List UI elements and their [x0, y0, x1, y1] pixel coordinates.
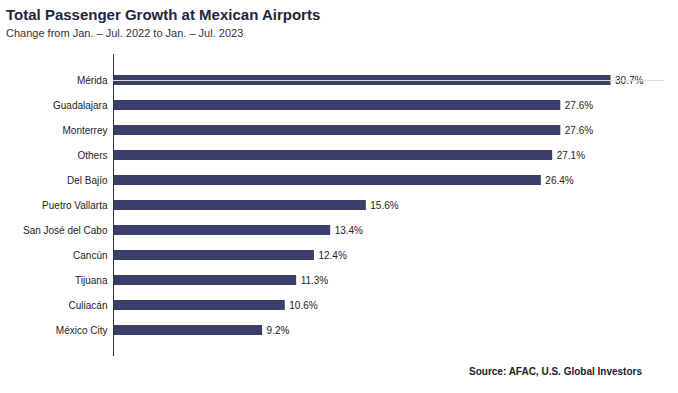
svg-text:Tijuana: Tijuana — [75, 275, 108, 286]
svg-text:México City: México City — [56, 325, 108, 336]
svg-text:12.4%: 12.4% — [318, 250, 346, 261]
svg-text:Del Bajío: Del Bajío — [67, 175, 108, 186]
html-text:Total Passenger Growth at Mexi: Total Passenger Growth at Mexican Airpor… — [6, 6, 321, 23]
svg-text:30.7%: 30.7% — [615, 74, 644, 86]
svg-text:11.3%: 11.3% — [301, 275, 329, 286]
svg-text:27.1%: 27.1% — [557, 150, 585, 161]
html-text:Change from Jan. – Jul. 2022 t: Change from Jan. – Jul. 2022 to Jan. – J… — [6, 27, 244, 39]
svg-text:Guadalajara: Guadalajara — [53, 100, 108, 111]
svg-text:13.4%: 13.4% — [335, 225, 363, 236]
svg-text:15.6%: 15.6% — [370, 200, 398, 211]
svg-text:Puetro Vallarta: Puetro Vallarta — [42, 200, 108, 211]
svg-text:27.6%: 27.6% — [565, 125, 593, 136]
svg-text:10.6%: 10.6% — [289, 300, 317, 311]
svg-text:Others: Others — [77, 150, 107, 161]
svg-text:27.6%: 27.6% — [565, 100, 593, 111]
svg-text:Monterrey: Monterrey — [62, 125, 107, 136]
svg-text:Mérida: Mérida — [77, 75, 108, 86]
svg-text:9.2%: 9.2% — [267, 325, 290, 336]
html-text:Source: AFAC, U.S. Global Inve: Source: AFAC, U.S. Global Investors — [469, 366, 642, 377]
svg-text:Cancún: Cancún — [73, 250, 107, 261]
svg-text:San José del Cabo: San José del Cabo — [23, 225, 108, 236]
svg-text:Culiacán: Culiacán — [69, 300, 108, 311]
svg-text:26.4%: 26.4% — [545, 175, 573, 186]
